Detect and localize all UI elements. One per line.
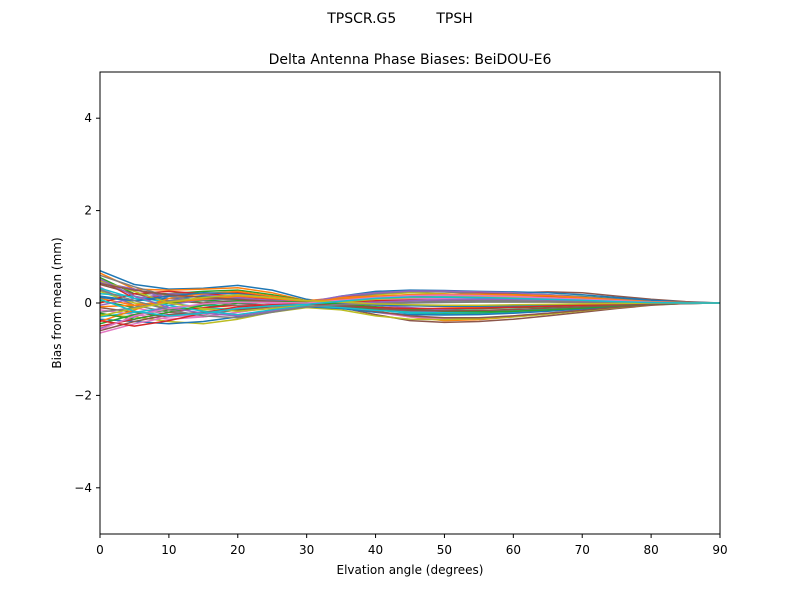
y-tick-label: −4 <box>74 481 92 495</box>
y-tick-label: 2 <box>84 204 92 218</box>
chart-title: Delta Antenna Phase Biases: BeiDOU-E6 <box>269 52 552 68</box>
y-axis: −4 −2 0 2 4 <box>74 111 100 495</box>
series-line-38 <box>100 289 720 319</box>
series-line-11 <box>100 289 720 304</box>
y-tick-label: 0 <box>84 296 92 310</box>
series-line-37 <box>100 294 720 331</box>
series-line-32 <box>100 293 720 308</box>
x-tick-label: 70 <box>575 543 590 557</box>
x-tick-label: 0 <box>96 543 104 557</box>
y-axis-label: Bias from mean (mm) <box>50 237 64 368</box>
series-line-26 <box>100 302 720 332</box>
x-tick-label: 90 <box>712 543 727 557</box>
series-line-39 <box>100 293 720 317</box>
x-tick-label: 30 <box>299 543 314 557</box>
y-tick-label: −2 <box>74 388 92 402</box>
y-tick-label: 4 <box>84 111 92 125</box>
figure-suptitle: TPSCR.G5 TPSH <box>326 11 473 27</box>
x-axis-label: Elvation angle (degrees) <box>337 563 484 577</box>
x-tick-label: 10 <box>161 543 176 557</box>
x-tick-label: 80 <box>643 543 658 557</box>
series-layer <box>100 270 720 334</box>
x-axis: 0 10 20 30 40 50 60 70 80 90 <box>96 534 728 557</box>
x-tick-label: 20 <box>230 543 245 557</box>
x-tick-label: 40 <box>368 543 383 557</box>
x-tick-label: 50 <box>437 543 452 557</box>
x-tick-label: 60 <box>506 543 521 557</box>
series-line-40 <box>100 296 720 317</box>
